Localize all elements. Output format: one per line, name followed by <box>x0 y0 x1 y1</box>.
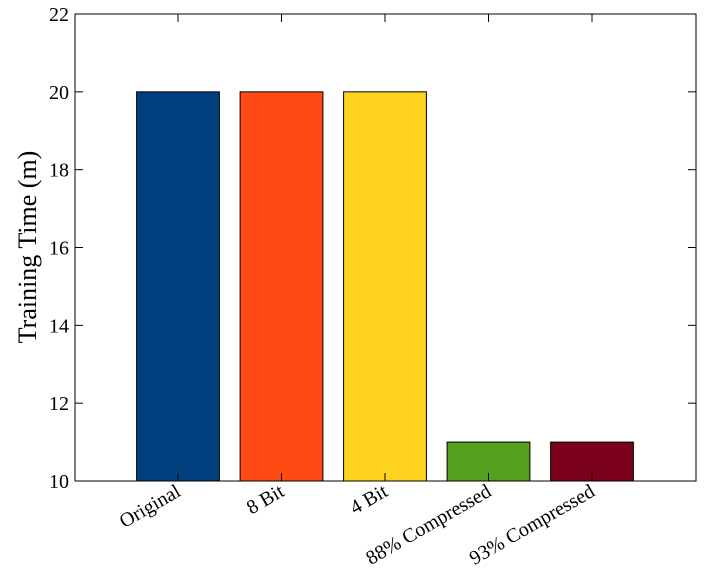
bar <box>239 91 324 482</box>
y-tick-label: 22 <box>49 4 69 26</box>
y-tick-label: 20 <box>49 82 69 104</box>
x-tick-label: 4 Bit <box>346 480 392 519</box>
y-tick-label: 16 <box>49 238 69 260</box>
x-tick-label: 8 Bit <box>243 480 289 519</box>
y-tick-label: 10 <box>49 471 69 493</box>
y-axis-label: Training Time (m) <box>13 151 42 344</box>
y-tick-label: 18 <box>49 160 69 182</box>
plot-frame <box>74 13 697 482</box>
bar <box>136 91 220 482</box>
y-tick-label: 14 <box>49 315 69 337</box>
y-tick-label: 12 <box>49 393 69 415</box>
bar <box>343 91 427 482</box>
x-tick-label: Original <box>116 480 185 533</box>
